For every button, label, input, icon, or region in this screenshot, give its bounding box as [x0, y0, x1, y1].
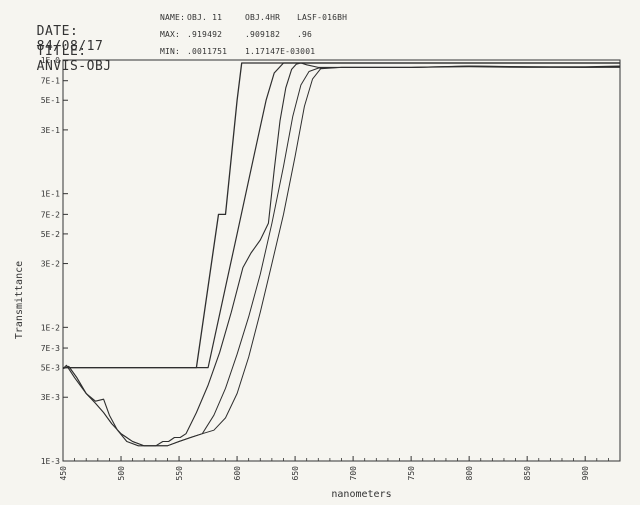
title-label: TITLE: [36, 44, 87, 59]
series-line-3 [62, 62, 621, 447]
min-value-2: 1.17147E-03001 [245, 47, 316, 56]
series-line-2 [63, 62, 620, 369]
y-axis-title: Transmittance [14, 261, 25, 339]
y-tick-label: 1E-1 [41, 190, 60, 199]
chart-labels: 1E 0 7E-1 5E-1 3E-1 1E-1 7E-2 5E-2 3E-2 1E-2 7E-3… [14, 56, 590, 500]
date-value: 84/08/17 [36, 39, 104, 54]
y-tick-label: 1E 0 [41, 56, 60, 65]
x-tick-label: 850 [523, 466, 532, 481]
date-line: DATE: 84/08/17 [20, 9, 103, 54]
chart-axes [62, 59, 621, 462]
name-value-3: LASF-016BH [297, 13, 348, 22]
y-tick-label: 1E-3 [41, 457, 60, 466]
y-tick-label: 3E-3 [41, 393, 60, 402]
x-tick-label: 700 [349, 466, 358, 481]
y-tick-label: 5E-3 [41, 364, 60, 373]
max-label: MAX: [160, 30, 181, 39]
chart-series [62, 62, 621, 447]
x-tick-label: 750 [407, 466, 416, 481]
y-tick-label: 5E-1 [41, 96, 60, 105]
name-value-1: OBJ. 11 [187, 13, 223, 22]
y-tick-label: 5E-2 [41, 230, 60, 239]
y-tick-label: 7E-2 [41, 210, 60, 219]
x-tick-label: 500 [117, 466, 126, 481]
date-label: DATE: [36, 24, 79, 39]
max-value-2: .909182 [245, 30, 281, 39]
min-value-1: .0011751 [187, 47, 228, 56]
name-label: NAME: [160, 13, 186, 22]
title-line: TITLE: ANVIS-OBJ [20, 29, 112, 74]
x-tick-label: 550 [175, 466, 184, 481]
y-tick-label: 1E-2 [41, 323, 60, 332]
x-axis-title: nanometers [331, 489, 391, 500]
name-value-2: OBJ.4HR [245, 13, 281, 22]
series-line-4 [62, 66, 620, 447]
x-tick-label: 650 [291, 466, 300, 481]
title-value: ANVIS-OBJ [36, 59, 112, 74]
x-tick-label: 600 [233, 466, 242, 481]
max-value-1: .919492 [187, 30, 223, 39]
y-tick-label: 3E-2 [41, 260, 60, 269]
x-tick-label: 800 [465, 466, 474, 481]
plot-frame [62, 59, 621, 462]
y-tick-label: 7E-3 [41, 344, 60, 353]
x-tick-label: 450 [59, 466, 68, 481]
series-line-1 [63, 62, 620, 369]
y-tick-label: 3E-1 [41, 126, 60, 135]
x-tick-label: 900 [581, 466, 590, 481]
min-label: MIN: [160, 47, 181, 56]
max-value-3: .96 [297, 30, 313, 39]
y-tick-label: 7E-1 [41, 77, 60, 86]
series-line-5 [62, 65, 621, 447]
